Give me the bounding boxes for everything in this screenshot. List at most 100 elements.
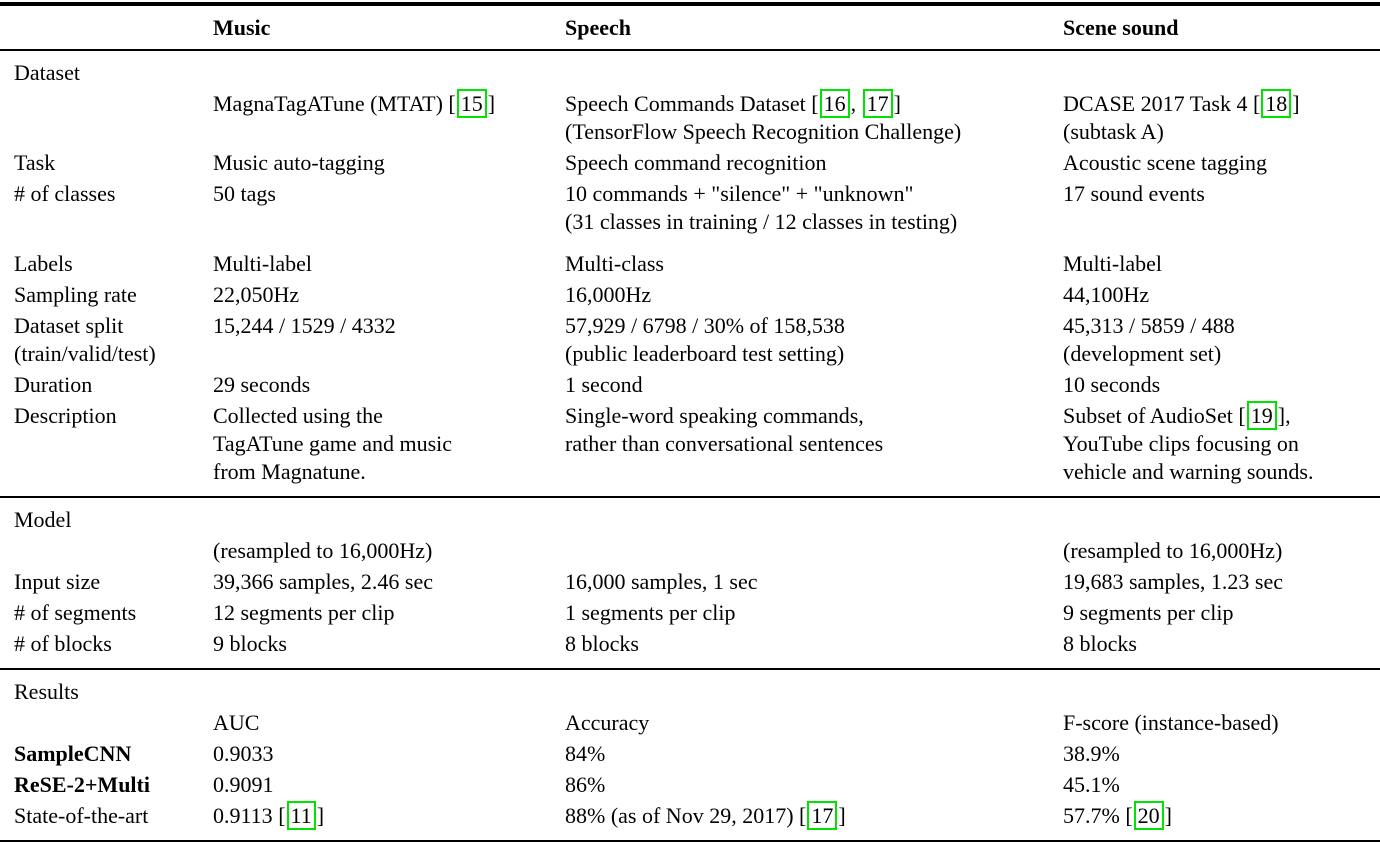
scene-sound-cell	[1063, 506, 1380, 534]
scene-sound-cell: Multi-label	[1063, 250, 1380, 278]
row-label-results: Results	[0, 678, 213, 706]
music-cell: 12 segments per clip	[213, 599, 565, 627]
text-line: 57,929 / 6798 / 30% of 158,538	[565, 313, 845, 338]
text-line: Dataset split	[14, 313, 124, 338]
table-row-of-blocks: # of blocks 9 blocks 8 blocks 8 blocks	[0, 630, 1380, 658]
text-line: 1 second	[565, 372, 643, 397]
row-label-model: Model	[0, 506, 213, 534]
speech-cell	[565, 678, 1063, 706]
text-line: ReSE-2+Multi	[14, 772, 150, 797]
scene-sound-cell: 38.9%	[1063, 740, 1380, 768]
speech-cell: 84%	[565, 740, 1063, 768]
scene-sound-cell: 9 segments per clip	[1063, 599, 1380, 627]
text-line: 10 seconds	[1063, 372, 1161, 397]
scene-sound-cell: DCASE 2017 Task 4 [18] (subtask A)	[1063, 89, 1380, 146]
row-label-samplecnn: SampleCNN	[0, 740, 213, 768]
header-cell-speech: Speech	[565, 15, 631, 40]
music-cell: AUC	[213, 709, 565, 737]
row-label-dataset: Dataset	[0, 59, 213, 87]
row-label-input-size: Input size	[0, 568, 213, 596]
citation-link-17[interactable]: 17	[862, 89, 893, 118]
table-row-sampling-rate: Sampling rate 22,050Hz 16,000Hz 44,100Hz	[0, 281, 1380, 309]
text-line: Subset of AudioSet [19],	[1063, 401, 1291, 430]
text-line: rather than conversational sentences	[565, 431, 884, 456]
table-row-blank: (resampled to 16,000Hz) (resampled to 16,…	[0, 537, 1380, 565]
table-top-rule	[0, 2, 1380, 6]
speech-cell: 57,929 / 6798 / 30% of 158,538 (public le…	[565, 312, 1063, 368]
text-line: AUC	[213, 710, 260, 735]
music-cell: 0.9033	[213, 740, 565, 768]
citation-link-16[interactable]: 16	[819, 89, 850, 118]
citation-link-20[interactable]: 20	[1133, 801, 1164, 830]
text-line: Single-word speaking commands,	[565, 403, 864, 428]
text-line: 38.9%	[1063, 741, 1120, 766]
citation-link-15[interactable]: 15	[456, 89, 487, 118]
text-line: Multi-label	[213, 251, 312, 276]
speech-cell: 88% (as of Nov 29, 2017) [17]	[565, 801, 1063, 830]
scene-sound-cell: (resampled to 16,000Hz)	[1063, 537, 1380, 565]
text-line: 44,100Hz	[1063, 282, 1150, 307]
table-row-task: Task Music auto-tagging Speech command rec…	[0, 149, 1380, 177]
text-line: 16,000Hz	[565, 282, 652, 307]
text-line: TagATune game and music	[213, 431, 453, 456]
citation-link-18[interactable]: 18	[1261, 89, 1292, 118]
text-line: 8 blocks	[565, 631, 639, 656]
text-line: Acoustic scene tagging	[1063, 150, 1268, 175]
text-line: Task	[14, 150, 56, 175]
table-row-state-of-the-art: State-of-the-art 0.9113 [11] 88% (as of No…	[0, 801, 1380, 830]
text-line: 16,000 samples, 1 sec	[565, 569, 758, 594]
text-line: Sampling rate	[14, 282, 137, 307]
speech-cell: 16,000Hz	[565, 281, 1063, 309]
row-label-of-classes: # of classes	[0, 180, 213, 236]
text-line: 9 segments per clip	[1063, 600, 1234, 625]
citation-link-19[interactable]: 19	[1246, 401, 1277, 430]
text-line: Dataset	[14, 60, 80, 85]
text-line: 86%	[565, 772, 606, 797]
text-line: 45,313 / 5859 / 488	[1063, 313, 1235, 338]
speech-cell	[565, 537, 1063, 565]
scene-sound-cell: 17 sound events	[1063, 180, 1380, 236]
text-line: (resampled to 16,000Hz)	[213, 538, 433, 563]
row-label-labels: Labels	[0, 250, 213, 278]
scene-sound-cell: 45,313 / 5859 / 488 (development set)	[1063, 312, 1380, 368]
speech-cell	[565, 59, 1063, 87]
text-line: # of segments	[14, 600, 137, 625]
table-header-row: Music Speech Scene sound	[0, 6, 1380, 49]
table-row-duration: Duration 29 seconds 1 second 10 seconds	[0, 371, 1380, 399]
text-line: 1 segments per clip	[565, 600, 736, 625]
music-cell: 0.9091	[213, 771, 565, 799]
speech-cell: 16,000 samples, 1 sec	[565, 568, 1063, 596]
music-cell: 22,050Hz	[213, 281, 565, 309]
table-row-results: Results	[0, 678, 1380, 706]
row-label-dataset-split-train-valid-test: Dataset split (train/valid/test)	[0, 312, 213, 368]
scene-sound-cell: 19,683 samples, 1.23 sec	[1063, 568, 1380, 596]
table-row-description: Description Collected using the TagATune g…	[0, 401, 1380, 486]
music-cell: 39,366 samples, 2.46 sec	[213, 568, 565, 596]
section-model: Model (resampled to 16,000Hz) (resampled t…	[0, 498, 1380, 668]
citation-link-17[interactable]: 17	[807, 801, 838, 830]
text-line: 50 tags	[213, 181, 276, 206]
music-cell: 9 blocks	[213, 630, 565, 658]
text-line: Input size	[14, 569, 101, 594]
table-row-of-segments: # of segments 12 segments per clip 1 segme…	[0, 599, 1380, 627]
text-line: 12 segments per clip	[213, 600, 395, 625]
table-body: Dataset MagnaTagATune (MTAT) [15] Speech C…	[0, 51, 1380, 840]
speech-cell	[565, 506, 1063, 534]
speech-cell: 8 blocks	[565, 630, 1063, 658]
text-line: MagnaTagATune (MTAT) [15]	[213, 89, 496, 118]
text-line: 57.7% [20]	[1063, 801, 1172, 830]
scene-sound-cell: 44,100Hz	[1063, 281, 1380, 309]
row-label-duration: Duration	[0, 371, 213, 399]
music-cell: 29 seconds	[213, 371, 565, 399]
row-label-blank	[0, 90, 213, 146]
text-line: 10 commands + "silence" + "unknown"	[565, 181, 914, 206]
section-results: Results AUC Accuracy F-score (instance-base…	[0, 670, 1380, 840]
row-label-task: Task	[0, 149, 213, 177]
citation-link-11[interactable]: 11	[286, 801, 316, 830]
row-label-blank	[0, 537, 213, 565]
text-line: Labels	[14, 251, 73, 276]
text-line: (31 classes in training / 12 classes in …	[565, 209, 958, 234]
scene-sound-cell: 8 blocks	[1063, 630, 1380, 658]
text-line: (public leaderboard test setting)	[565, 341, 845, 366]
